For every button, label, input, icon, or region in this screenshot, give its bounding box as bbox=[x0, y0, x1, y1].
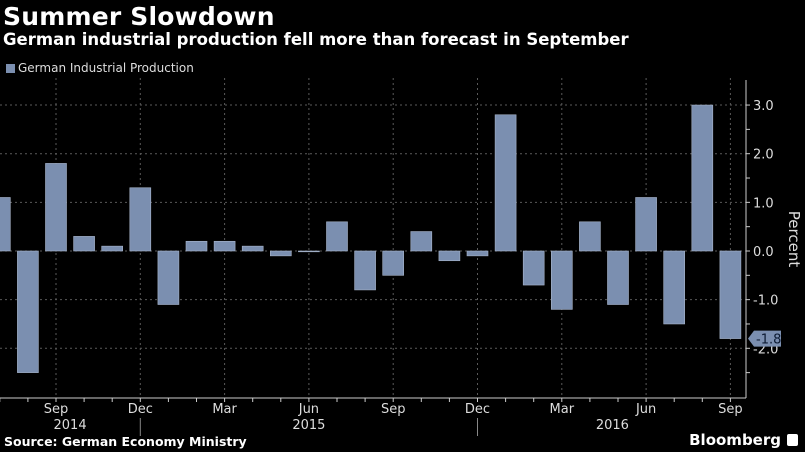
y-tick-label: 0.0 bbox=[753, 245, 774, 260]
legend: German Industrial Production bbox=[6, 61, 194, 75]
chart-subtitle: German industrial production fell more t… bbox=[3, 30, 629, 49]
brand-logo-text: Bloomberg bbox=[689, 431, 781, 449]
bar bbox=[550, 250, 573, 310]
source-note: Source: German Economy Ministry bbox=[4, 434, 247, 449]
last-value-label-bg bbox=[748, 330, 781, 347]
x-tick-label: Sep bbox=[381, 402, 406, 417]
bar bbox=[438, 250, 461, 262]
y-tick-label: 3.0 bbox=[753, 99, 774, 114]
bloomberg-chart-icon bbox=[787, 434, 798, 446]
bar bbox=[17, 250, 39, 373]
x-tick-label: Sep bbox=[44, 402, 69, 417]
bar bbox=[579, 221, 601, 252]
year-label: 2016 bbox=[596, 418, 629, 433]
chart-title: Summer Slowdown bbox=[3, 2, 275, 31]
bar bbox=[494, 114, 517, 252]
year-label: 2015 bbox=[292, 418, 325, 433]
bar bbox=[269, 250, 292, 257]
bar bbox=[157, 250, 180, 305]
bar bbox=[185, 240, 208, 252]
legend-swatch bbox=[6, 63, 15, 73]
bar bbox=[129, 187, 152, 252]
bar bbox=[522, 250, 545, 286]
x-tick-label: Jun bbox=[635, 402, 656, 417]
bar bbox=[466, 250, 489, 257]
x-tick-label: Mar bbox=[212, 402, 237, 417]
bar bbox=[101, 245, 123, 252]
bar bbox=[45, 163, 67, 252]
bar bbox=[354, 250, 376, 291]
bar bbox=[326, 221, 348, 252]
legend-label: German Industrial Production bbox=[18, 61, 194, 75]
bar bbox=[691, 104, 714, 252]
bar bbox=[410, 231, 433, 252]
x-tick-label: Mar bbox=[550, 402, 575, 417]
bar bbox=[73, 236, 95, 252]
bar bbox=[663, 250, 686, 325]
bar bbox=[0, 197, 11, 252]
bar bbox=[241, 245, 264, 252]
x-tick-label: Sep bbox=[718, 402, 743, 417]
bar bbox=[719, 250, 742, 339]
x-tick-label: Jun bbox=[298, 402, 319, 417]
bar bbox=[298, 250, 320, 253]
x-tick-label: Dec bbox=[128, 402, 153, 417]
y-tick-label: -1.0 bbox=[753, 294, 778, 309]
y-tick-label: 1.0 bbox=[753, 196, 774, 211]
bar bbox=[635, 197, 657, 252]
bar bbox=[607, 250, 629, 305]
y-axis-title: Percent bbox=[785, 211, 803, 268]
bar bbox=[213, 240, 236, 252]
year-label: 2014 bbox=[54, 418, 87, 433]
last-value-label: -1.8 bbox=[756, 333, 781, 348]
bar bbox=[382, 250, 405, 276]
y-tick-label: 2.0 bbox=[753, 148, 774, 163]
x-tick-label: Dec bbox=[465, 402, 490, 417]
